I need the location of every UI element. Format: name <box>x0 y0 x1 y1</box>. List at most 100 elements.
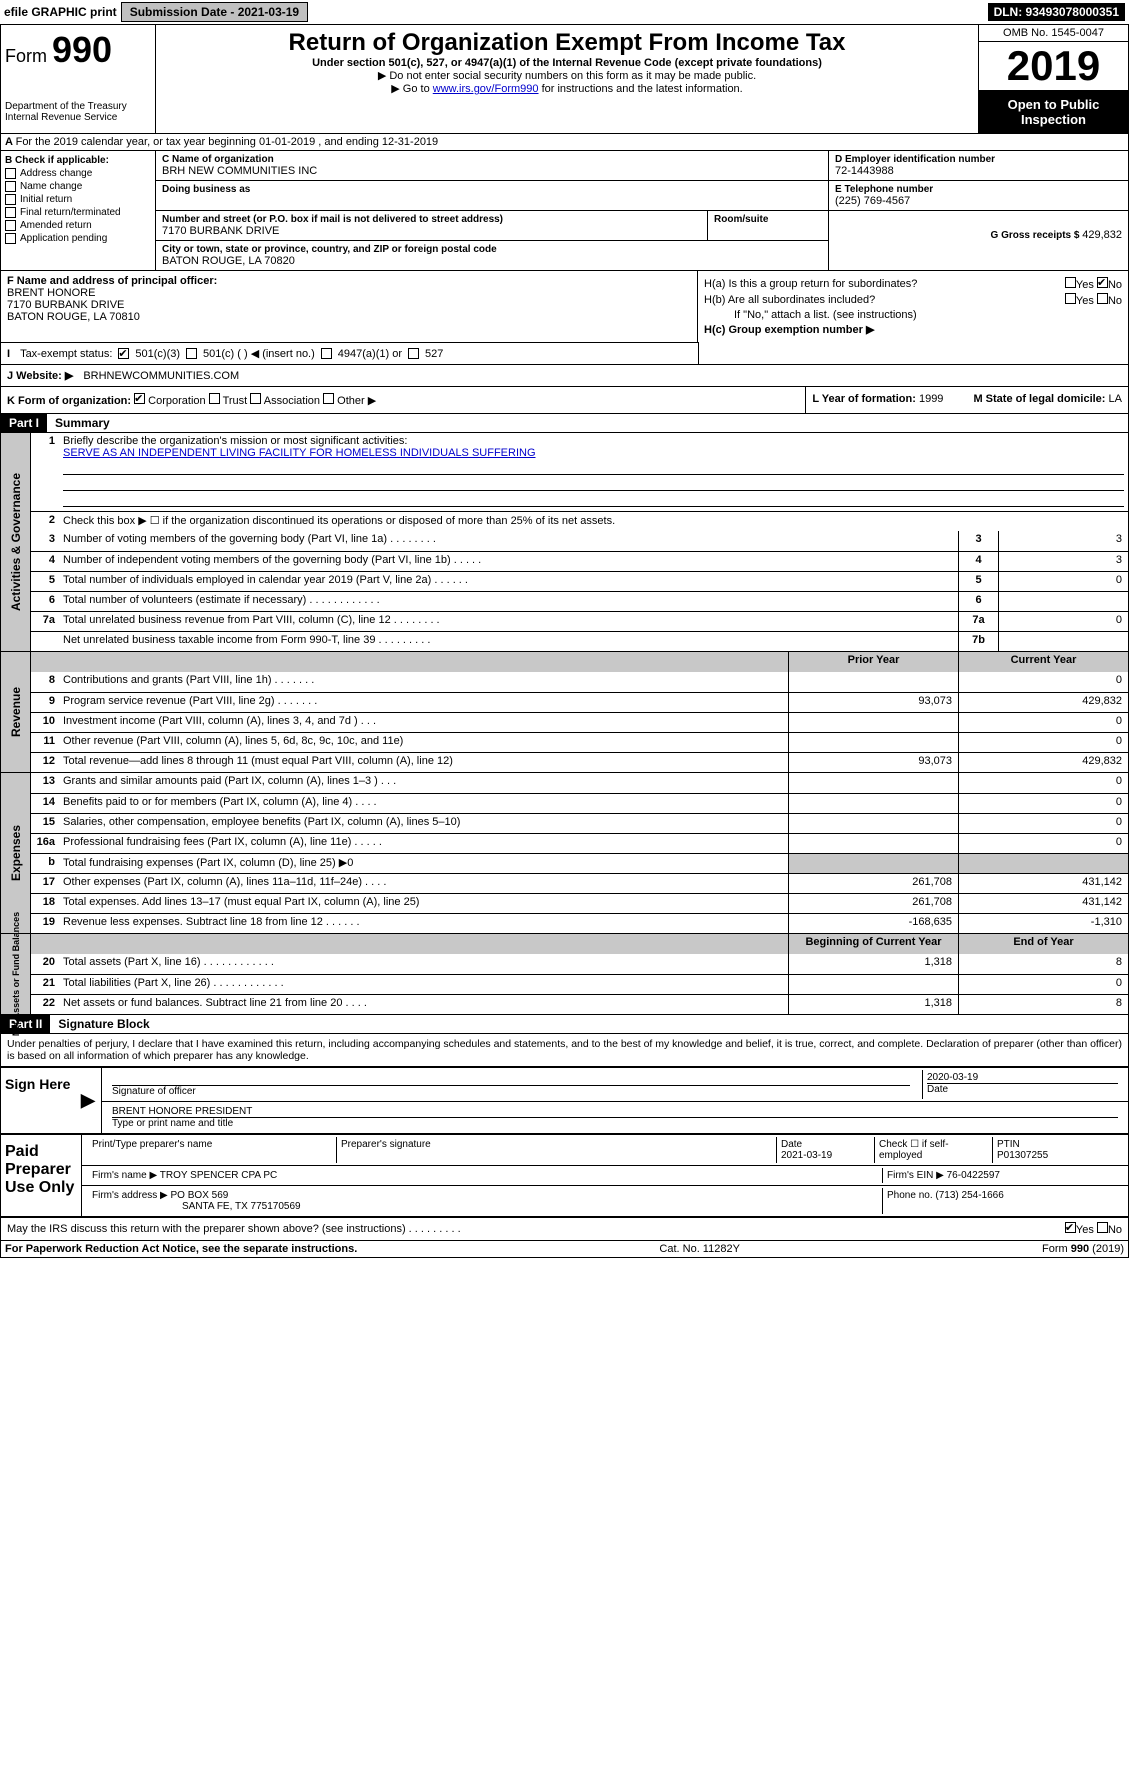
part-1-header: Part I Summary <box>1 413 1128 432</box>
k-assoc[interactable] <box>250 393 261 404</box>
sign-here-section: Sign Here ▶ Signature of officer 2020-03… <box>1 1066 1128 1133</box>
table-row: 6Total number of volunteers (estimate if… <box>31 591 1128 611</box>
telephone: (225) 769-4567 <box>835 195 1122 207</box>
subtitle-3: ▶ Go to www.irs.gov/Form990 for instruct… <box>160 82 974 95</box>
perjury-text: Under penalties of perjury, I declare th… <box>1 1033 1128 1066</box>
501c3-checkbox[interactable] <box>118 348 129 359</box>
discuss-yes[interactable] <box>1065 1222 1076 1233</box>
firm-addr: PO BOX 569 <box>171 1190 229 1201</box>
section-i: I Tax-exempt status: 501(c)(3) 501(c) ( … <box>1 342 699 364</box>
checkbox-name-change[interactable] <box>5 181 16 192</box>
revenue-label: Revenue <box>1 652 31 772</box>
subtitle-2: ▶ Do not enter social security numbers o… <box>160 69 974 82</box>
efile-label: efile GRAPHIC print <box>4 5 117 19</box>
ha-yes[interactable] <box>1065 277 1076 288</box>
website: BRHNEWCOMMUNITIES.COM <box>83 370 239 382</box>
section-f-h: F Name and address of principal officer:… <box>1 270 1128 342</box>
org-name: BRH NEW COMMUNITIES INC <box>162 165 822 177</box>
form-label: Form <box>5 46 47 66</box>
hb-yes[interactable] <box>1065 293 1076 304</box>
header-left: Form 990 Department of the Treasury Inte… <box>1 25 156 133</box>
501c-checkbox[interactable] <box>186 348 197 359</box>
checkbox-amended[interactable] <box>5 220 16 231</box>
ha-no[interactable] <box>1097 277 1108 288</box>
table-row: 4Number of independent voting members of… <box>31 551 1128 571</box>
table-row: 21Total liabilities (Part X, line 26) . … <box>31 974 1128 994</box>
firm-name: TROY SPENCER CPA PC <box>160 1170 277 1181</box>
street-address: 7170 BURBANK DRIVE <box>162 225 701 237</box>
4947-checkbox[interactable] <box>321 348 332 359</box>
header-center: Return of Organization Exempt From Incom… <box>156 25 978 133</box>
checkbox-initial-return[interactable] <box>5 194 16 205</box>
table-row: 3Number of voting members of the governi… <box>31 531 1128 551</box>
table-row: 12Total revenue—add lines 8 through 11 (… <box>31 752 1128 772</box>
state-domicile: LA <box>1109 393 1122 405</box>
tax-year: 2019 <box>979 42 1128 91</box>
discuss-row: May the IRS discuss this return with the… <box>1 1216 1128 1240</box>
irs-label: Internal Revenue Service <box>5 112 151 123</box>
checkbox-app-pending[interactable] <box>5 233 16 244</box>
table-row: 7aTotal unrelated business revenue from … <box>31 611 1128 631</box>
k-corp[interactable] <box>134 393 145 404</box>
table-row: 22Net assets or fund balances. Subtract … <box>31 994 1128 1014</box>
revenue-section: Revenue Prior Year Current Year 8Contrib… <box>1 651 1128 772</box>
netassets-label: Net Assets or Fund Balances <box>1 934 31 1014</box>
checkbox-final-return[interactable] <box>5 207 16 218</box>
table-row: 5Total number of individuals employed in… <box>31 571 1128 591</box>
table-row: 11Other revenue (Part VIII, column (A), … <box>31 732 1128 752</box>
discuss-no[interactable] <box>1097 1222 1108 1233</box>
table-row: 18Total expenses. Add lines 13–17 (must … <box>31 893 1128 913</box>
officer-typed: BRENT HONORE PRESIDENT <box>112 1106 1118 1118</box>
table-row: 8Contributions and grants (Part VIII, li… <box>31 672 1128 692</box>
sign-date: 2020-03-19 <box>927 1072 1118 1084</box>
officer-name: BRENT HONORE <box>7 287 691 299</box>
year-formation: 1999 <box>919 393 943 405</box>
ein: 72-1443988 <box>835 165 1122 177</box>
k-other[interactable] <box>323 393 334 404</box>
header-right: OMB No. 1545-0047 2019 Open to Public In… <box>978 25 1128 133</box>
preparer-date: 2021-03-19 <box>781 1150 862 1161</box>
section-b: B Check if applicable: Address change Na… <box>1 151 156 270</box>
netassets-section: Net Assets or Fund Balances Beginning of… <box>1 933 1128 1014</box>
section-f: F Name and address of principal officer:… <box>1 271 698 342</box>
table-row: 14Benefits paid to or for members (Part … <box>31 793 1128 813</box>
hb-no[interactable] <box>1097 293 1108 304</box>
subtitle-1: Under section 501(c), 527, or 4947(a)(1)… <box>160 57 974 69</box>
governance-section: Activities & Governance 1 Briefly descri… <box>1 432 1128 651</box>
section-c: C Name of organization BRH NEW COMMUNITI… <box>156 151 828 270</box>
submission-date-box: Submission Date - 2021-03-19 <box>121 2 308 22</box>
table-row: 20Total assets (Part X, line 16) . . . .… <box>31 954 1128 974</box>
gross-receipts: 429,832 <box>1082 229 1122 241</box>
expenses-section: Expenses 13Grants and similar amounts pa… <box>1 772 1128 933</box>
city-state-zip: BATON ROUGE, LA 70820 <box>162 255 822 267</box>
line-a: A For the 2019 calendar year, or tax yea… <box>1 133 1128 150</box>
dept-label: Department of the Treasury <box>5 101 151 112</box>
table-row: 10Investment income (Part VIII, column (… <box>31 712 1128 732</box>
table-row: bTotal fundraising expenses (Part IX, co… <box>31 853 1128 873</box>
dln-box: DLN: 93493078000351 <box>988 3 1125 21</box>
527-checkbox[interactable] <box>408 348 419 359</box>
entity-info-block: B Check if applicable: Address change Na… <box>1 150 1128 270</box>
checkbox-address-change[interactable] <box>5 168 16 179</box>
footer: For Paperwork Reduction Act Notice, see … <box>1 1240 1128 1257</box>
form-number: 990 <box>52 29 112 70</box>
form-header: Form 990 Department of the Treasury Inte… <box>1 25 1128 133</box>
k-trust[interactable] <box>209 393 220 404</box>
firm-ein: 76-0422597 <box>947 1170 1000 1181</box>
omb-number: OMB No. 1545-0047 <box>979 25 1128 42</box>
table-row: 9Program service revenue (Part VIII, lin… <box>31 692 1128 712</box>
form-title: Return of Organization Exempt From Incom… <box>160 29 974 57</box>
table-row: 15Salaries, other compensation, employee… <box>31 813 1128 833</box>
table-row: 16aProfessional fundraising fees (Part I… <box>31 833 1128 853</box>
table-row: 17Other expenses (Part IX, column (A), l… <box>31 873 1128 893</box>
part-2-header: Part II Signature Block <box>1 1014 1128 1033</box>
table-row: Net unrelated business taxable income fr… <box>31 631 1128 651</box>
arrow-icon: ▶ <box>81 1090 95 1111</box>
dba <box>162 195 822 207</box>
table-row: 19Revenue less expenses. Subtract line 1… <box>31 913 1128 933</box>
paid-preparer-section: Paid Preparer Use Only Print/Type prepar… <box>1 1133 1128 1216</box>
firm-phone: (713) 254-1666 <box>935 1190 1003 1201</box>
ptin: P01307255 <box>997 1150 1118 1161</box>
instructions-link[interactable]: www.irs.gov/Form990 <box>433 83 539 95</box>
efile-topbar: efile GRAPHIC print Submission Date - 20… <box>0 0 1129 24</box>
